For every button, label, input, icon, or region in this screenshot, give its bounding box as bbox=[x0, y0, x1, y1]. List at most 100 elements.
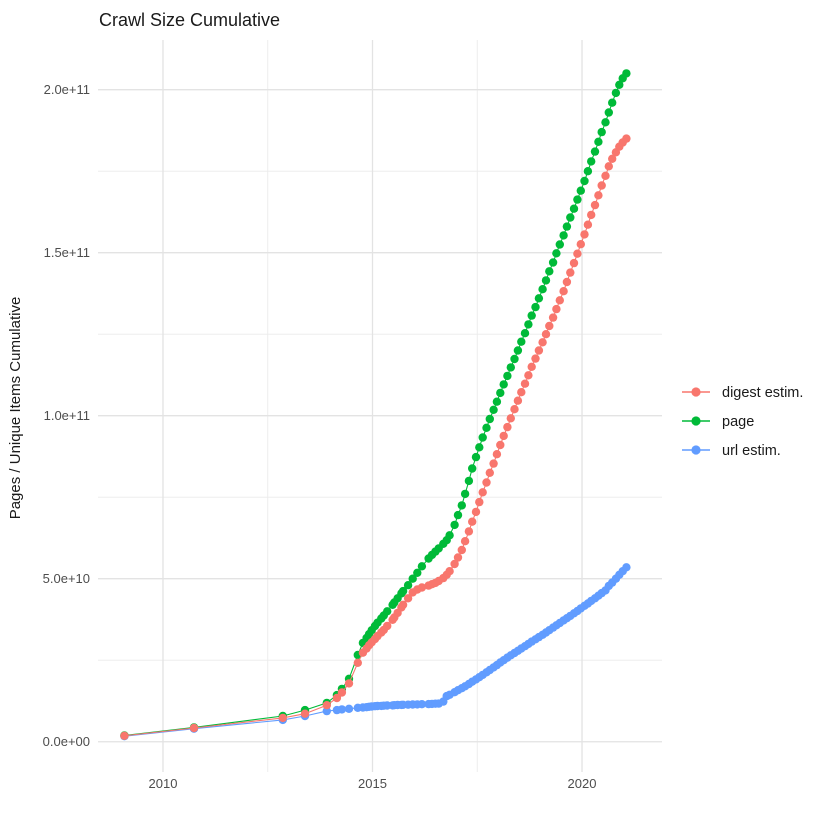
x-tick-label: 2015 bbox=[358, 776, 387, 791]
data-point bbox=[548, 258, 558, 267]
data-point bbox=[562, 277, 572, 287]
data-point bbox=[489, 459, 498, 468]
data-point bbox=[478, 488, 487, 497]
data-point bbox=[622, 563, 631, 572]
legend-label: digest estim. bbox=[722, 385, 803, 401]
data-point bbox=[482, 423, 491, 432]
data-point bbox=[499, 431, 508, 441]
data-point bbox=[594, 191, 603, 200]
data-point bbox=[517, 388, 526, 397]
data-point bbox=[559, 287, 568, 296]
data-point bbox=[573, 195, 582, 204]
data-point bbox=[569, 204, 579, 213]
data-point bbox=[492, 450, 502, 459]
tick-layer: 0.0e+00 5.0e+10 1.0e+11 1.5e+11 2.0e+11 2010 2… bbox=[43, 82, 597, 791]
data-point bbox=[534, 294, 544, 303]
data-point bbox=[611, 88, 621, 98]
data-point bbox=[457, 545, 466, 555]
data-point bbox=[120, 731, 129, 740]
legend-key-point bbox=[691, 416, 701, 426]
data-point bbox=[545, 267, 554, 276]
data-point bbox=[608, 98, 617, 107]
data-point bbox=[506, 363, 515, 372]
data-point bbox=[492, 397, 502, 406]
data-point bbox=[566, 213, 575, 222]
data-point bbox=[496, 388, 505, 398]
legend-entry-digest-estim-: digest estim. bbox=[682, 385, 803, 401]
data-point bbox=[541, 330, 551, 339]
grid-layer bbox=[98, 40, 662, 772]
data-point bbox=[471, 507, 481, 517]
data-point bbox=[489, 405, 498, 414]
data-point bbox=[531, 302, 540, 312]
data-point bbox=[450, 520, 459, 530]
data-point bbox=[485, 414, 494, 424]
data-point bbox=[475, 497, 484, 507]
data-point bbox=[471, 452, 481, 462]
data-point bbox=[464, 476, 474, 486]
data-point bbox=[445, 531, 454, 540]
data-point bbox=[520, 329, 530, 338]
data-point bbox=[460, 489, 470, 499]
data-point bbox=[499, 380, 508, 389]
data-point bbox=[475, 443, 484, 452]
data-point bbox=[450, 559, 459, 569]
y-tick-label: 1.0e+11 bbox=[44, 408, 90, 423]
legend-label: url estim. bbox=[722, 443, 781, 459]
data-point bbox=[344, 679, 354, 688]
data-point bbox=[322, 701, 331, 710]
data-point bbox=[468, 464, 477, 473]
data-point bbox=[478, 433, 487, 442]
data-point bbox=[417, 562, 427, 571]
data-point bbox=[545, 321, 554, 331]
data-point bbox=[510, 405, 519, 414]
y-axis-title: Pages / Unique Items Cumulative bbox=[7, 297, 24, 520]
data-point bbox=[559, 231, 568, 240]
data-point bbox=[503, 422, 512, 432]
data-point bbox=[337, 688, 347, 697]
data-point bbox=[403, 581, 413, 590]
series-line-url-estim- bbox=[124, 566, 627, 737]
data-point bbox=[322, 706, 331, 716]
chart-title: Crawl Size Cumulative bbox=[99, 10, 280, 30]
legend-label: page bbox=[722, 414, 754, 430]
data-point bbox=[601, 171, 610, 180]
data-point bbox=[503, 371, 512, 381]
data-point bbox=[531, 354, 540, 363]
data-point bbox=[278, 713, 287, 723]
data-point bbox=[573, 249, 582, 258]
data-point bbox=[566, 268, 575, 277]
data-point bbox=[594, 137, 603, 146]
legend-entry-page: page bbox=[682, 414, 754, 430]
y-tick-label: 0.0e+00 bbox=[43, 734, 90, 749]
data-point bbox=[383, 621, 392, 631]
data-point bbox=[398, 586, 408, 596]
data-point bbox=[332, 693, 342, 703]
data-point bbox=[597, 127, 606, 137]
data-point bbox=[417, 700, 427, 709]
x-tick-label: 2010 bbox=[149, 776, 178, 791]
data-point bbox=[583, 167, 593, 176]
data-point bbox=[601, 118, 610, 127]
data-point bbox=[569, 258, 579, 268]
legend: digest estim. page url estim. bbox=[682, 385, 803, 459]
data-point bbox=[457, 501, 466, 510]
data-point bbox=[464, 527, 474, 536]
data-point bbox=[576, 186, 585, 195]
legend-key-point bbox=[691, 445, 701, 455]
data-point bbox=[587, 210, 596, 220]
data-point bbox=[587, 157, 596, 166]
data-point bbox=[562, 222, 572, 231]
data-point bbox=[580, 230, 589, 239]
legend-key-point bbox=[691, 387, 701, 397]
data-point bbox=[485, 468, 494, 477]
data-point bbox=[408, 574, 417, 583]
data-point bbox=[548, 313, 558, 322]
data-point bbox=[538, 285, 547, 294]
data-point bbox=[413, 568, 422, 577]
data-point bbox=[552, 304, 561, 314]
data-point bbox=[506, 414, 515, 423]
data-point bbox=[576, 240, 585, 249]
data-point bbox=[615, 80, 624, 90]
series-layer bbox=[120, 69, 631, 741]
